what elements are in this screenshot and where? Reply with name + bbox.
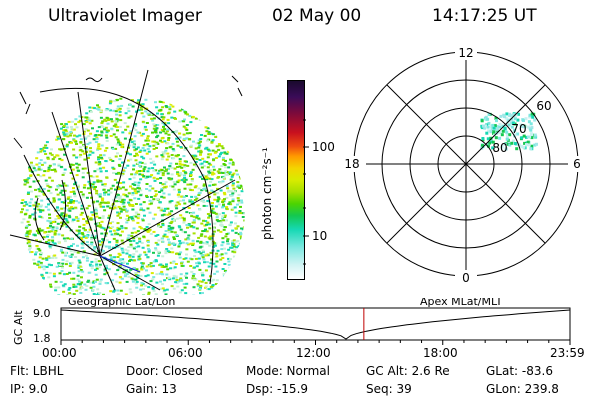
sun-direction-marker bbox=[99, 255, 141, 273]
colorbar-tick-100: 100 bbox=[312, 140, 335, 154]
time-label-1800: 18:00 bbox=[423, 346, 458, 360]
glat-status: GLat: -83.6 bbox=[486, 364, 553, 378]
timeline-left-title: Geographic Lat/Lon bbox=[68, 298, 175, 308]
colorbar-ticks bbox=[303, 119, 309, 265]
time-label-2359: 23:59 bbox=[550, 346, 585, 360]
gc-alt-status: GC Alt: 2.6 Re bbox=[366, 364, 450, 378]
door-status: Door: Closed bbox=[126, 364, 203, 378]
timeline-right-title: Apex MLat/MLT bbox=[420, 298, 503, 308]
continent-outlines bbox=[13, 75, 243, 149]
glon-status: GLon: 239.8 bbox=[486, 382, 559, 396]
altitude-timeline: Geographic Lat/Lon Apex MLat/MLT 9.0 1.8… bbox=[12, 298, 571, 345]
colorbar-unit-label: photon cm⁻²s⁻¹ bbox=[260, 147, 274, 240]
mlat-70-label: 70 bbox=[511, 122, 526, 136]
altitude-curve bbox=[60, 309, 571, 340]
polar-emission-pixels bbox=[480, 112, 538, 151]
timeline-y-bottom: 1.8 bbox=[33, 332, 51, 345]
seq-status: Seq: 39 bbox=[366, 382, 412, 396]
mlt-6-label: 6 bbox=[573, 157, 581, 171]
mlt-18-label: 18 bbox=[344, 157, 359, 171]
timeline-ylabel: GC Alt bbox=[12, 310, 25, 345]
filter-status: Flt: LBHL bbox=[10, 364, 64, 378]
status-footer: Flt: LBHL Door: Closed Mode: Normal GC A… bbox=[0, 362, 600, 400]
time-label-0600: 06:00 bbox=[168, 346, 203, 360]
timeline-y-top: 9.0 bbox=[33, 307, 51, 320]
mode-status: Mode: Normal bbox=[246, 364, 330, 378]
timeline-ticks bbox=[60, 340, 571, 345]
mlt-0-label: 0 bbox=[462, 271, 470, 285]
timeline-frame bbox=[60, 307, 571, 341]
polar-grid bbox=[353, 51, 579, 277]
mlat-60-label: 60 bbox=[536, 99, 551, 113]
mlt-12-label: 12 bbox=[458, 46, 473, 60]
geographic-grid-lines bbox=[9, 69, 236, 291]
gain-status: Gain: 13 bbox=[126, 382, 177, 396]
color-scale-bar bbox=[287, 80, 305, 280]
mlat-80-label: 80 bbox=[492, 141, 507, 155]
magnetic-polar-plot: 12 0 18 6 60 70 80 bbox=[344, 46, 588, 285]
header: Ultraviolet Imager 02 May 00 14:17:25 UT bbox=[0, 6, 600, 32]
ip-status: IP: 9.0 bbox=[10, 382, 48, 396]
colorbar-tick-10: 10 bbox=[312, 229, 328, 243]
time-label-0000: 00:00 bbox=[42, 346, 77, 360]
instrument-title: Ultraviolet Imager bbox=[48, 6, 202, 26]
geographic-image-panel bbox=[9, 69, 245, 295]
date-label: 02 May 00 bbox=[272, 6, 362, 26]
time-label-1200: 12:00 bbox=[296, 346, 331, 360]
time-label: 14:17:25 UT bbox=[432, 6, 537, 26]
dsp-status: Dsp: -15.9 bbox=[246, 382, 309, 396]
